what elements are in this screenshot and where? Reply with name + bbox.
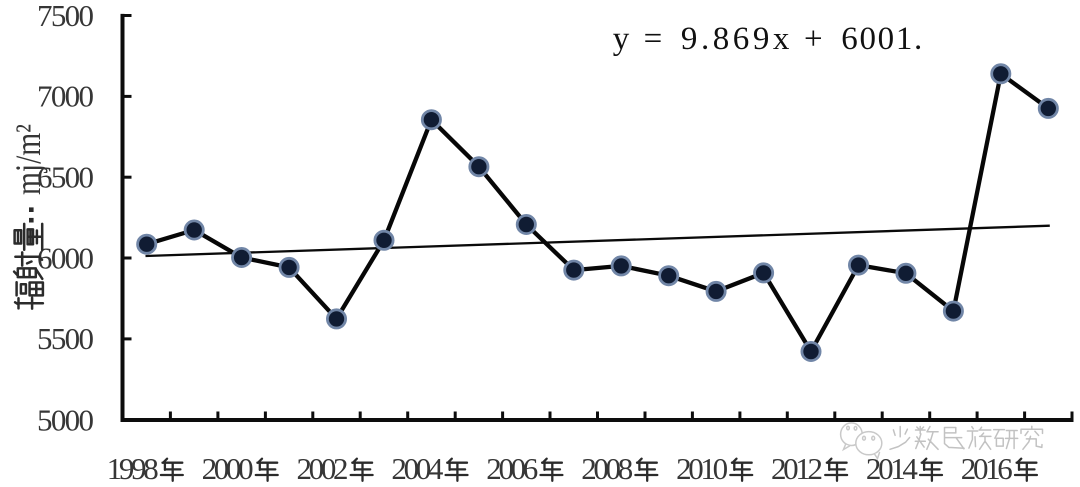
svg-text:+: + xyxy=(804,21,823,57)
svg-text:6000: 6000 xyxy=(37,240,94,275)
svg-text:2016: 2016 xyxy=(961,451,1013,486)
svg-text:mj/m²: mj/m² xyxy=(8,124,48,195)
svg-text:7500: 7500 xyxy=(37,0,94,33)
svg-text:2004: 2004 xyxy=(391,451,444,486)
svg-text:y: y xyxy=(613,21,630,57)
svg-text:2006: 2006 xyxy=(486,451,538,486)
svg-text:2010: 2010 xyxy=(676,451,728,486)
svg-text:6500: 6500 xyxy=(37,160,94,195)
svg-text:2000: 2000 xyxy=(202,451,254,486)
svg-text:2014: 2014 xyxy=(866,451,919,486)
svg-text:5500: 5500 xyxy=(37,321,94,356)
svg-text:6001.: 6001. xyxy=(841,21,922,57)
svg-text:1998: 1998 xyxy=(107,451,159,486)
svg-text:2008: 2008 xyxy=(581,451,633,486)
svg-text:9.869x: 9.869x xyxy=(681,21,790,57)
svg-text:2012: 2012 xyxy=(771,451,823,486)
svg-text:2002: 2002 xyxy=(297,451,349,486)
svg-text:5000: 5000 xyxy=(37,402,94,437)
svg-text:7000: 7000 xyxy=(37,79,94,114)
svg-text:=: = xyxy=(644,21,663,57)
